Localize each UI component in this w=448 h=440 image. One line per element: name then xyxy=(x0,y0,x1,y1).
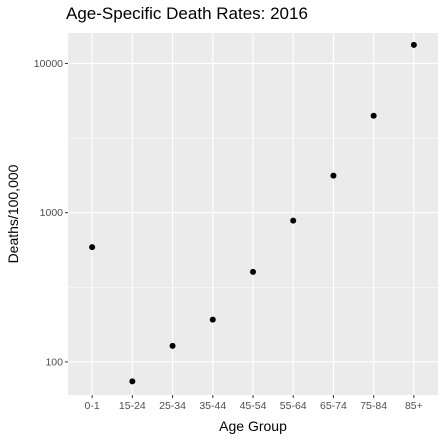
chart-title: Age-Specific Death Rates: 2016 xyxy=(66,4,308,23)
data-point xyxy=(330,172,337,179)
data-point xyxy=(89,244,96,251)
data-point xyxy=(169,342,176,349)
y-tick-label: 10000 xyxy=(34,58,63,70)
data-point xyxy=(209,316,216,323)
data-point xyxy=(250,268,256,275)
x-tick-label: 45-54 xyxy=(240,400,267,412)
x-tick-label: 35-44 xyxy=(199,400,226,412)
x-tick-label: 65-74 xyxy=(320,400,347,412)
data-point xyxy=(370,112,377,119)
y-tick-label: 1000 xyxy=(40,207,64,219)
x-axis-title: Age Group xyxy=(219,418,287,434)
data-point xyxy=(129,378,136,385)
data-point xyxy=(410,41,417,48)
x-tick-label: 55-64 xyxy=(280,400,307,412)
x-tick-label: 85+ xyxy=(405,400,423,412)
data-point xyxy=(290,217,297,224)
x-tick-label: 15-24 xyxy=(119,400,146,412)
y-tick-label: 100 xyxy=(45,356,63,368)
x-tick-label: 0-1 xyxy=(85,400,100,412)
x-tick-label: 75-84 xyxy=(360,400,387,412)
x-tick-label: 25-34 xyxy=(159,400,186,412)
